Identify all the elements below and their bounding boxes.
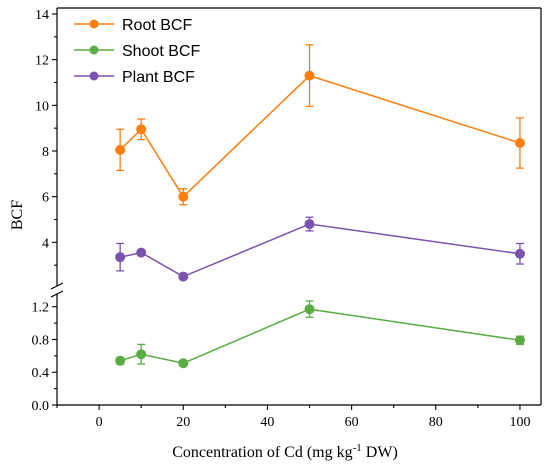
legend: Root BCF Shoot BCF Plant BCF <box>74 17 200 86</box>
shoot-bcf-point <box>304 304 315 315</box>
legend-swatch-marker <box>89 19 99 29</box>
y-lower-tick-label: 0.4 <box>32 366 50 381</box>
y-upper-tick-label: 8 <box>42 145 49 160</box>
x-tick-label: 0 <box>96 415 103 430</box>
shoot-bcf-line <box>119 308 521 365</box>
legend-label: Shoot BCF <box>122 43 200 60</box>
x-axis-label-tail: DW) <box>362 444 398 461</box>
x-tick-label: 60 <box>345 415 359 430</box>
y-upper-tick-label: 6 <box>42 191 49 206</box>
shoot-bcf-point <box>136 349 147 360</box>
x-tick-label: 40 <box>260 415 274 430</box>
y-upper-tick-label: 12 <box>35 54 49 69</box>
series-layer <box>115 44 525 369</box>
shoot-bcf-series <box>115 300 525 369</box>
x-axis-label: Concentration of Cd (mg kg-1 DW) <box>172 442 398 461</box>
y-upper-tick-label: 14 <box>35 8 49 23</box>
plant-bcf-point <box>304 219 315 230</box>
plant-bcf-series <box>115 216 525 282</box>
shoot-bcf-point <box>514 335 525 346</box>
x-tick-label: 100 <box>509 415 530 430</box>
y-upper-tick-label: 4 <box>42 236 49 251</box>
root-bcf-point <box>514 138 525 149</box>
shoot-bcf-point <box>178 358 189 369</box>
root-bcf-line <box>119 74 521 198</box>
root-bcf-point <box>136 124 147 135</box>
root-bcf-point <box>304 70 315 81</box>
axes-layer: 0 20 40 60 80 100 4 6 8 10 12 14 0.0 0.4 0.8 1.2 <box>32 7 542 430</box>
x-axis-label-main: Concentration of Cd (mg kg <box>172 444 352 461</box>
y-upper-tick-label: 10 <box>35 99 49 114</box>
plant-bcf-point <box>136 247 147 258</box>
plant-bcf-point <box>514 248 525 259</box>
root-bcf-point <box>115 144 126 155</box>
legend-label: Root BCF <box>122 17 192 34</box>
y-axis-label: BCF <box>9 200 26 230</box>
legend-swatch-marker <box>89 71 99 81</box>
x-tick-label: 20 <box>176 415 190 430</box>
legend-label: Plant BCF <box>122 69 195 86</box>
legend-item-plant-bcf: Plant BCF <box>74 69 195 86</box>
root-bcf-series <box>115 44 525 206</box>
y-lower-tick-label: 0.0 <box>32 399 50 414</box>
plant-bcf-line <box>119 223 521 278</box>
plant-bcf-point <box>115 252 126 263</box>
y-lower-tick-label: 1.2 <box>32 301 50 316</box>
legend-item-root-bcf: Root BCF <box>74 17 192 34</box>
x-tick-label: 80 <box>429 415 443 430</box>
plant-bcf-point <box>178 271 189 282</box>
x-axis-label-superscript: -1 <box>353 442 362 454</box>
axis-break-mark <box>50 290 64 298</box>
axis-break-mark <box>50 282 64 290</box>
y-lower-tick-label: 0.8 <box>32 333 50 348</box>
shoot-bcf-point <box>115 355 126 366</box>
root-bcf-point <box>178 191 189 202</box>
legend-item-shoot-bcf: Shoot BCF <box>74 43 200 60</box>
legend-swatch-marker <box>89 45 99 55</box>
